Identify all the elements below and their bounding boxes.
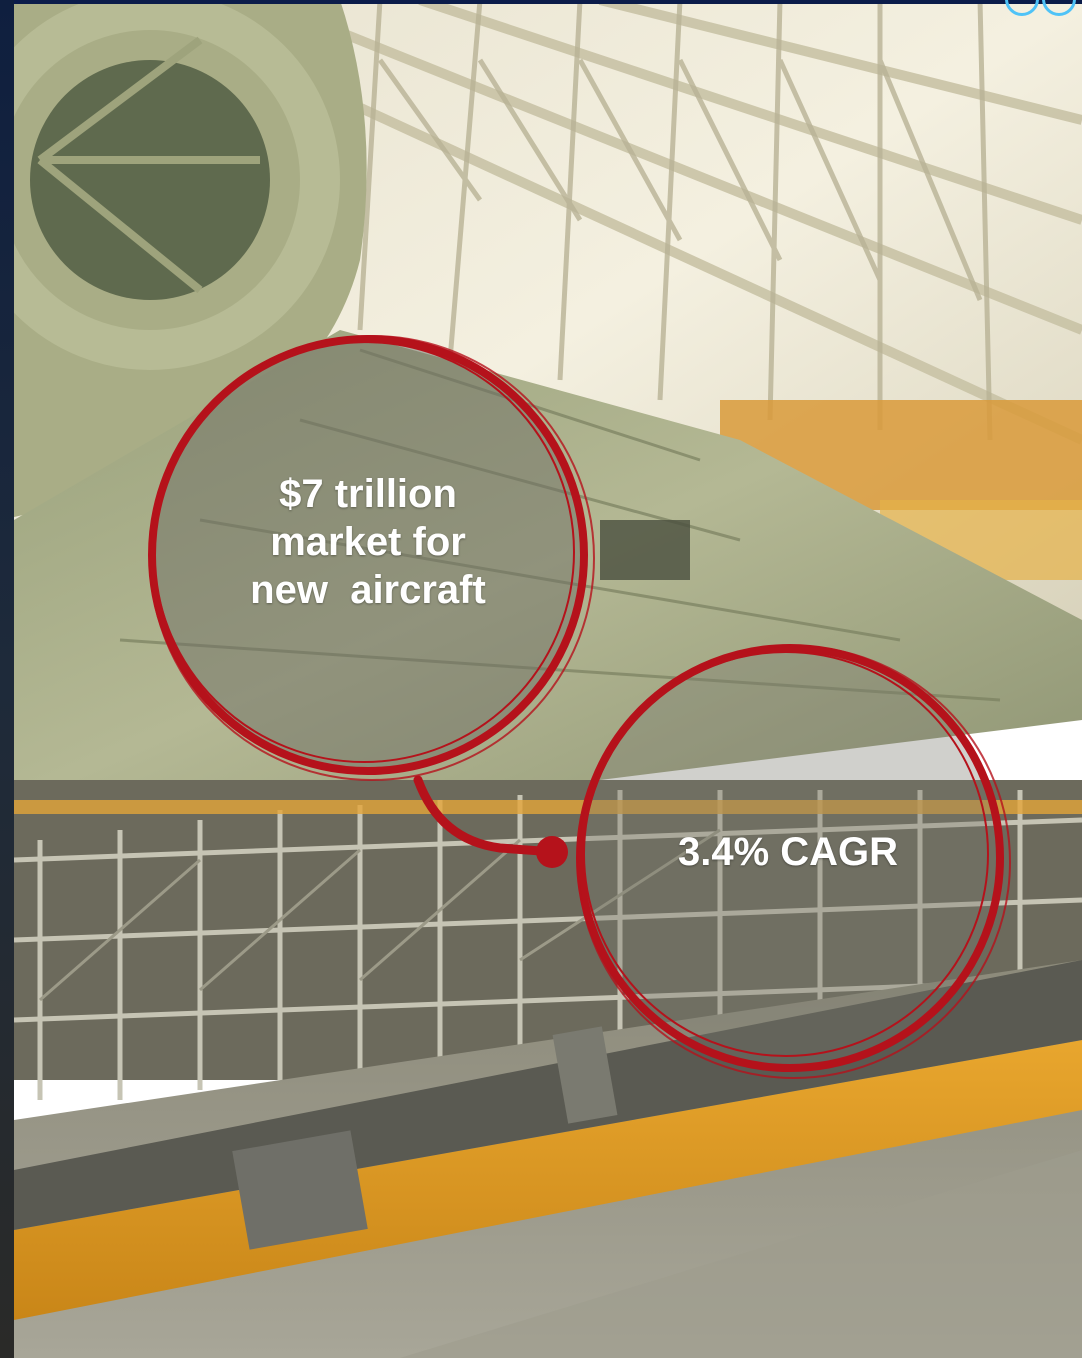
connector-dot [536,836,568,868]
market-size-circle [148,335,595,781]
market-size-line1: $7 trillion [279,472,457,516]
left-edge-strip [0,0,14,1358]
top-accent-bar [0,0,1082,4]
market-size-line3: new aircraft [250,568,486,612]
market-size-line2: market for [270,520,466,564]
connector-line [413,775,560,857]
cagr-value: 3.4% CAGR [677,830,899,874]
market-size-label: $7 trillion market for new aircraft [168,470,568,614]
cagr-label: 3.4% CAGR [598,828,978,876]
cagr-circle [576,644,1011,1079]
